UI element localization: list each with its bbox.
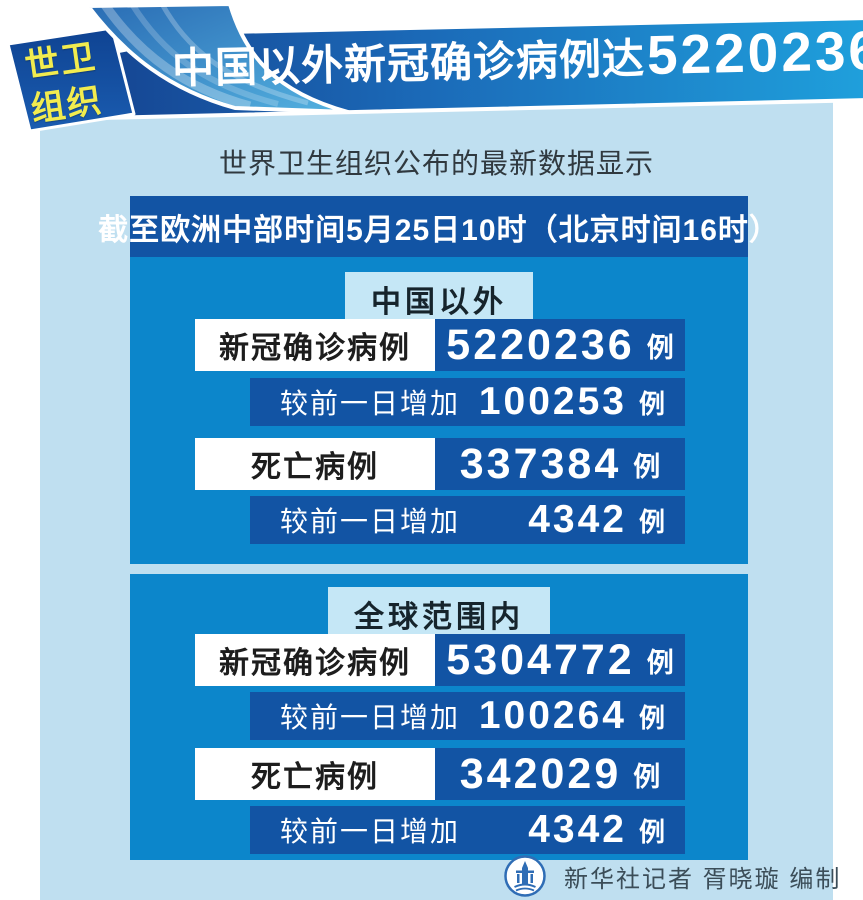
swoosh-streak-icon — [129, 2, 279, 107]
stat-unit: 例 — [638, 506, 665, 537]
stat-label: 较前一日增加 — [280, 506, 461, 537]
stat-row-deaths-increase: 较前一日增加 4342 例 — [250, 496, 685, 544]
xinhua-agency-logo-icon — [504, 855, 546, 897]
stat-label: 较前一日增加 — [280, 816, 461, 847]
stat-value: 4342 — [528, 498, 627, 541]
section-title: 全球范围内 — [328, 587, 550, 641]
stat-unit: 例 — [633, 451, 661, 482]
stat-label: 死亡病例 — [195, 748, 435, 800]
stat-value-box: 342029 例 — [435, 748, 685, 800]
stat-row-confirmed: 新冠确诊病例 5304772 例 — [195, 634, 685, 686]
stat-unit: 例 — [638, 702, 665, 733]
stat-unit: 例 — [646, 332, 674, 363]
stat-value: 4342 — [528, 808, 627, 851]
stat-label: 较前一日增加 — [280, 388, 461, 419]
intro-text: 世界卫生组织公布的最新数据显示 — [218, 148, 654, 179]
stat-unit: 例 — [646, 647, 674, 678]
who-badge-label: 世卫组织 — [22, 37, 106, 129]
stat-label: 新冠确诊病例 — [195, 319, 435, 371]
asof-time-bar: 截至欧洲中部时间5月25日10时（北京时间16时） — [98, 196, 779, 257]
stat-row-deaths-increase: 较前一日增加 4342 例 — [250, 806, 685, 854]
stat-value: 337384 — [459, 439, 622, 488]
stat-label: 较前一日增加 — [280, 702, 461, 733]
stat-value: 342029 — [459, 749, 622, 798]
stat-row-deaths: 死亡病例 337384 例 — [195, 438, 685, 490]
stat-unit: 例 — [638, 388, 665, 419]
stat-value: 100264 — [478, 694, 627, 737]
section-global: 全球范围内 新冠确诊病例 5304772 例 较前一日增加 100264 例 死… — [130, 574, 748, 860]
stat-row-confirmed-increase: 较前一日增加 100253 例 — [250, 378, 685, 426]
title-prefix: 中国以外新冠确诊病例达 — [171, 34, 646, 92]
stat-label: 死亡病例 — [195, 438, 435, 490]
page-title: 中国以外新冠确诊病例达 5220236 例 — [172, 14, 863, 101]
stat-row-confirmed-increase: 较前一日增加 100264 例 — [250, 692, 685, 740]
stat-unit: 例 — [633, 761, 661, 792]
stat-value: 5220236 — [446, 320, 635, 369]
footer: 新华社记者 胥晓璇 编制 — [503, 853, 841, 899]
stat-unit: 例 — [638, 816, 665, 847]
stat-value: 5304772 — [446, 635, 635, 684]
stat-value: 100253 — [478, 380, 627, 423]
stat-value-box: 5304772 例 — [435, 634, 685, 686]
section-outside-china: 中国以外 新冠确诊病例 5220236 例 较前一日增加 100253 例 死亡… — [130, 257, 748, 564]
section-title: 中国以外 — [345, 272, 533, 326]
who-badge-shape — [6, 26, 136, 132]
swoosh-streak-icon — [101, 2, 252, 111]
stat-label: 新冠确诊病例 — [195, 634, 435, 686]
header-ribbon — [6, 2, 863, 132]
swoosh-icon — [86, 2, 350, 114]
title-number: 5220236 — [646, 19, 863, 86]
swoosh-streak-icon — [159, 2, 309, 106]
stat-value-box: 337384 例 — [435, 438, 685, 490]
credit-text: 新华社记者 胥晓璇 编制 — [564, 865, 842, 893]
stat-value-box: 5220236 例 — [435, 319, 685, 371]
stat-row-deaths: 死亡病例 342029 例 — [195, 748, 685, 800]
stat-row-confirmed: 新冠确诊病例 5220236 例 — [195, 319, 685, 371]
